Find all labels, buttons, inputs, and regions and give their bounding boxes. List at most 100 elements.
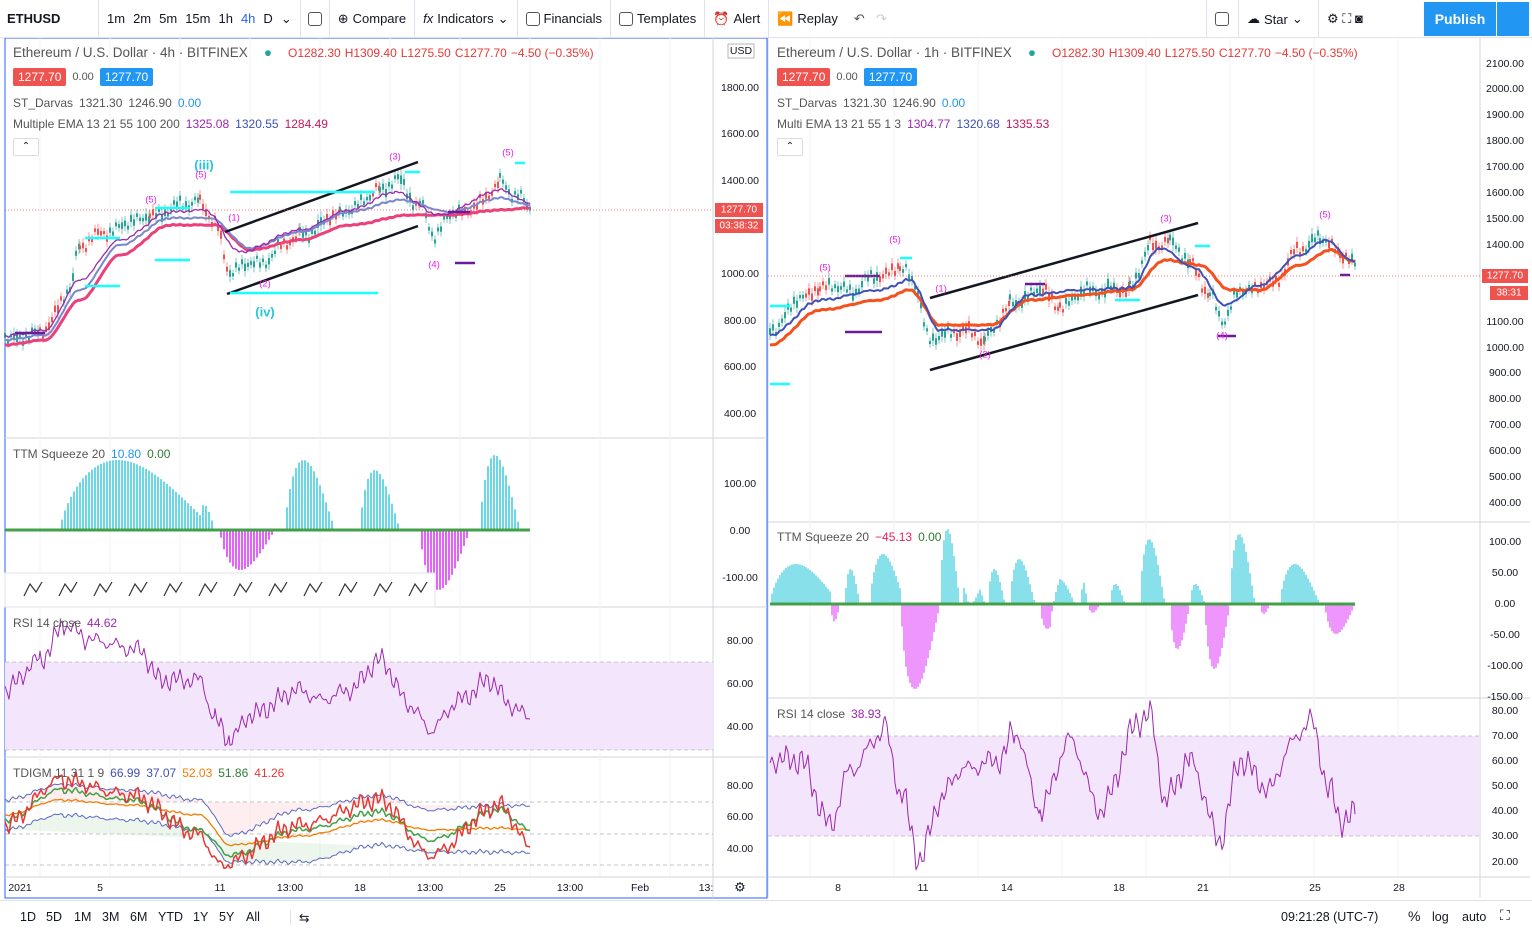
axis-label: 60.00 xyxy=(1492,755,1518,767)
interval[interactable]: 15m xyxy=(185,11,211,26)
axis-label: 50.00 xyxy=(1492,567,1518,579)
axis-label: 2100.00 xyxy=(1486,58,1524,70)
candle xyxy=(173,200,175,205)
drawing-tool-icon[interactable] xyxy=(408,581,428,597)
candle xyxy=(1057,306,1059,311)
drawing-tool-icon[interactable] xyxy=(373,581,393,597)
candle xyxy=(974,331,976,337)
interval-dropdown[interactable]: ⌄ xyxy=(280,10,292,26)
candle xyxy=(199,194,201,200)
candle xyxy=(194,196,196,201)
compare-button[interactable]: ⊕ Compare xyxy=(330,0,416,38)
drawing-tool-icon[interactable] xyxy=(128,581,148,597)
candle xyxy=(1164,236,1166,242)
axis-label: 1100.00 xyxy=(1486,316,1523,328)
curve xyxy=(4,798,530,847)
interval[interactable]: 1h xyxy=(218,11,233,26)
interval[interactable]: 4h xyxy=(240,11,256,26)
candle xyxy=(517,194,519,200)
range-button[interactable]: 1M xyxy=(74,910,92,924)
financials-button[interactable]: Financials xyxy=(518,0,612,38)
candle xyxy=(235,262,237,268)
indicator-name: ST_Darvas xyxy=(13,96,74,110)
range-button[interactable]: 6M xyxy=(130,910,148,924)
left-indicator-legend: ST_Darvas 1321.30 1246.90 0.00 xyxy=(13,96,201,110)
candle xyxy=(953,330,955,334)
range-button[interactable]: YTD xyxy=(158,910,183,924)
range-button[interactable]: All xyxy=(246,910,260,924)
interval[interactable]: 5m xyxy=(159,11,178,26)
candle xyxy=(79,245,81,250)
chart-type-icon xyxy=(307,11,322,26)
replay-button[interactable]: ⏪ Replay xyxy=(777,10,838,27)
drawing-tool-icon[interactable] xyxy=(233,581,253,597)
candle xyxy=(846,289,848,293)
drawing-tool-icon[interactable] xyxy=(58,581,78,597)
undo-redo[interactable]: ↶ ↷ xyxy=(853,10,887,26)
symbol[interactable]: ETHUSD xyxy=(0,0,99,38)
indicators-button[interactable]: fx Indicators ⌄ xyxy=(415,0,518,38)
range-button[interactable]: 5D xyxy=(46,910,62,924)
axis-label: -100.00 xyxy=(722,572,758,584)
candle xyxy=(31,327,33,333)
axis-label: 25 xyxy=(1309,882,1321,894)
interval[interactable]: 2m xyxy=(133,11,152,26)
drawing-tool-icon[interactable] xyxy=(163,581,183,597)
candle xyxy=(1113,282,1115,289)
range-button[interactable]: 1Y xyxy=(193,910,209,924)
candle xyxy=(1077,296,1079,301)
settings-icons[interactable]: ⚙ ⛶ ◙ xyxy=(1318,0,1371,38)
candle xyxy=(897,263,899,269)
fullscreen[interactable]: ⛶ xyxy=(1500,907,1510,923)
candle xyxy=(1045,283,1047,290)
candle xyxy=(66,289,68,294)
candle xyxy=(1083,289,1085,297)
publish-menu[interactable] xyxy=(1497,2,1529,36)
log-toggle[interactable]: log xyxy=(1432,910,1449,924)
candle xyxy=(152,209,154,216)
candle xyxy=(247,262,249,268)
candle xyxy=(265,264,267,269)
drawing-tool-icon[interactable] xyxy=(303,581,323,597)
candle xyxy=(905,264,907,268)
templates-button[interactable]: Templates xyxy=(611,0,706,38)
drawing-tool-icon[interactable] xyxy=(23,581,43,597)
auto-toggle[interactable]: auto xyxy=(1462,910,1487,924)
wave-label: (1) xyxy=(228,213,240,224)
curve xyxy=(4,620,531,747)
chart-type[interactable] xyxy=(301,0,330,38)
goto-date[interactable]: ⇆ xyxy=(290,910,309,925)
candle xyxy=(1278,282,1280,288)
axis-label: Feb xyxy=(631,882,649,894)
drawing-tool-icon[interactable] xyxy=(198,581,218,597)
percent-toggle[interactable]: % xyxy=(1408,908,1421,924)
axis-label: 1600.00 xyxy=(1486,187,1524,199)
candle xyxy=(499,172,501,178)
candle xyxy=(1230,306,1232,310)
icon xyxy=(525,11,540,26)
publish-button[interactable]: Publish xyxy=(1424,2,1496,36)
layout-button[interactable] xyxy=(1206,0,1237,38)
range-button[interactable]: 5Y xyxy=(219,910,235,924)
ask-badge: 1277.70 xyxy=(99,68,154,86)
collapse-button[interactable]: ⌃ xyxy=(13,138,39,156)
candle xyxy=(124,220,126,227)
drawing-tool-icon[interactable] xyxy=(338,581,358,597)
range-button[interactable]: 1D xyxy=(20,910,36,924)
interval[interactable]: D xyxy=(263,11,273,26)
drawing-tool-icon[interactable] xyxy=(268,581,288,597)
star-button[interactable]: ☁ Star ⌄ xyxy=(1238,0,1311,38)
wave-label: (3) xyxy=(389,152,401,163)
candle xyxy=(1144,251,1146,257)
interval[interactable]: 1m xyxy=(107,11,126,26)
candle xyxy=(1311,234,1313,243)
axis-label: 1000.00 xyxy=(721,268,759,280)
alert-button[interactable]: ⏰ Alert xyxy=(705,0,770,38)
candle xyxy=(1319,238,1321,244)
drawing-tool-icon[interactable] xyxy=(93,581,113,597)
candle xyxy=(885,267,887,274)
range-button[interactable]: 3M xyxy=(102,910,120,924)
candle xyxy=(956,333,958,341)
collapse-button[interactable]: ⌃ xyxy=(777,138,803,156)
candle xyxy=(834,284,836,289)
